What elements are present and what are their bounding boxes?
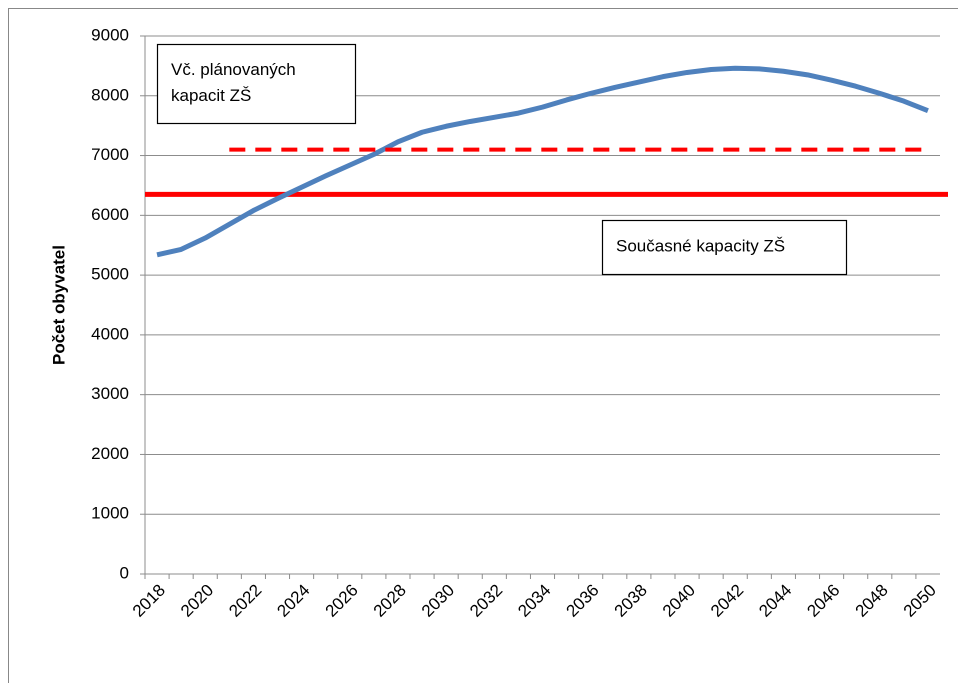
chart-frame <box>9 9 958 684</box>
x-tick-label: 2046 <box>803 581 843 621</box>
x-tick-label: 2040 <box>659 581 699 621</box>
x-tick-label: 2050 <box>900 581 940 621</box>
x-tick-label: 2038 <box>611 581 651 621</box>
y-tick-label: 5000 <box>91 265 129 284</box>
y-tick-label: 6000 <box>91 205 129 224</box>
y-tick-label: 8000 <box>91 85 129 104</box>
y-tick-label: 2000 <box>91 444 129 463</box>
x-tick-label: 2030 <box>418 581 458 621</box>
y-tick-label: 4000 <box>91 324 129 343</box>
x-tick-label: 2026 <box>322 581 362 621</box>
x-tick-label: 2024 <box>273 581 313 621</box>
y-tick-label: 3000 <box>91 384 129 403</box>
y-axis-label: Počet obyvatel <box>49 245 68 365</box>
x-tick-label: 2022 <box>225 581 265 621</box>
annotation-text: Současné kapacity ZŠ <box>616 236 785 255</box>
x-tick-label: 2028 <box>370 581 410 621</box>
annotation-box <box>158 45 356 124</box>
x-tick-label: 2048 <box>852 581 892 621</box>
x-tick-label: 2044 <box>755 581 795 621</box>
annotation-text: kapacit ZŠ <box>171 86 251 105</box>
x-tick-label: 2042 <box>707 581 747 621</box>
x-tick-label: 2032 <box>466 581 506 621</box>
x-tick-label: 2020 <box>177 581 217 621</box>
y-tick-label: 0 <box>120 563 129 582</box>
annotation-text: Vč. plánovaných <box>171 60 296 79</box>
x-tick-label: 2034 <box>514 581 554 621</box>
y-tick-label: 9000 <box>91 25 129 44</box>
y-tick-label: 7000 <box>91 145 129 164</box>
x-tick-label: 2018 <box>129 581 169 621</box>
x-tick-label: 2036 <box>562 581 602 621</box>
y-tick-label: 1000 <box>91 504 129 523</box>
